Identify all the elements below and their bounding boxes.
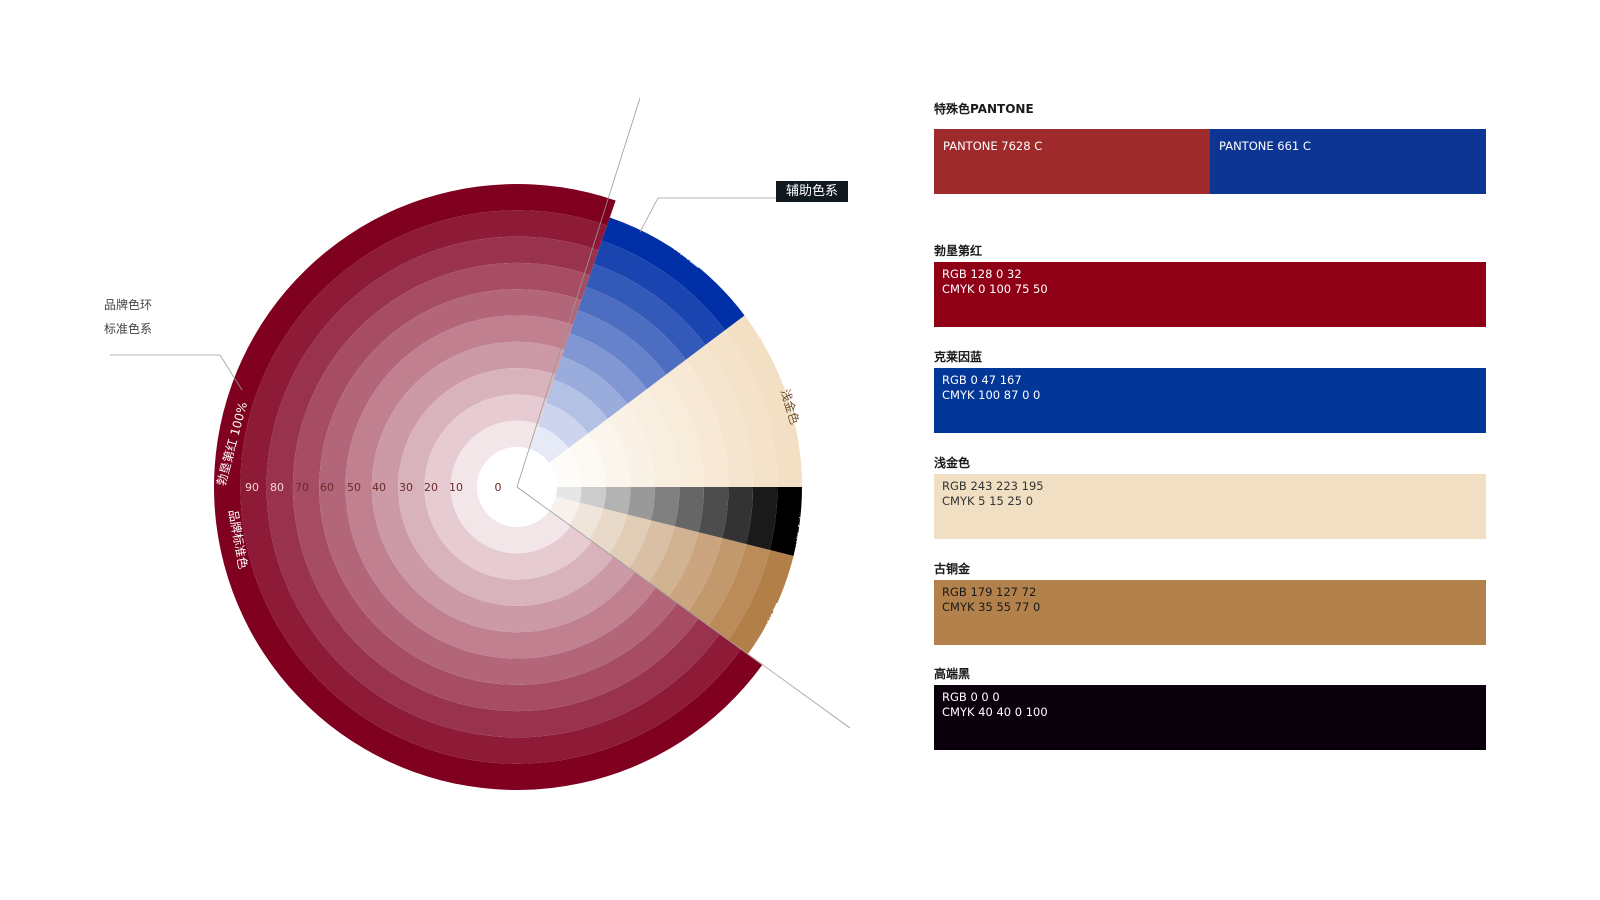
swatch-title: 古铜金 xyxy=(934,562,971,576)
pantone-swatches: PANTONE 7628 C PANTONE 661 C xyxy=(934,129,1486,194)
wheel-ring-segment xyxy=(668,532,723,612)
cmyk-value: CMYK 5 15 25 0 xyxy=(942,493,1034,508)
wheel-ring-segment xyxy=(569,502,604,540)
wheel-ring-segment xyxy=(585,263,706,360)
wheel-ring-segment xyxy=(603,487,631,515)
guide-line-bottom xyxy=(516,486,851,729)
rgb-value: RGB 128 0 32 xyxy=(942,267,1022,281)
scale-label: 20 xyxy=(424,481,438,494)
wheel-ring-segment xyxy=(569,310,667,390)
color-block-light-gold: 浅金色 RGB 243 223 195 CMYK 5 15 25 0 xyxy=(934,454,1486,539)
wheel-ring-segment xyxy=(628,520,675,583)
pantone-661-swatch: PANTONE 661 C xyxy=(1210,129,1486,194)
standard-color-label: 标准色系 xyxy=(104,322,153,336)
rgb-value: RGB 179 127 72 xyxy=(942,585,1037,599)
color-block-burgundy: 勃垦第红 RGB 128 0 32 CMYK 0 100 75 50 xyxy=(934,242,1486,327)
color-block-klein-blue: 克莱因蓝 RGB 0 47 167 CMYK 100 87 0 0 xyxy=(934,348,1486,433)
color-wheel-area: 90 80 70 60 50 40 30 20 10 0 克莱因蓝 浅金色 高端黑 古铜金 勃垦第红 100… xyxy=(104,97,851,791)
wheel-ring-segment xyxy=(627,389,680,487)
wheel-ring-segment xyxy=(601,217,745,331)
wheel-ring-segment xyxy=(555,487,582,503)
scale-label: 50 xyxy=(347,481,361,494)
wheel-ring-segment xyxy=(707,544,770,641)
wheel-ring-segment xyxy=(705,330,778,487)
wheel-ring-segment xyxy=(698,487,729,539)
scale-label: 80 xyxy=(270,481,284,494)
wheel-ring-segment xyxy=(424,394,592,580)
wheel-ring-segment xyxy=(549,496,580,525)
scale-label: 30 xyxy=(399,481,413,494)
rgb-value: RGB 0 47 167 xyxy=(942,373,1022,387)
wheel-ring-segment xyxy=(650,487,680,527)
pantone-title: 特殊色PANTONE xyxy=(934,102,1034,116)
wheel-ring-segment xyxy=(769,487,802,556)
scale-label: 70 xyxy=(295,481,309,494)
scale-label: 0 xyxy=(495,481,502,494)
guide-line-top xyxy=(516,97,641,488)
wheel-ring-segment xyxy=(568,433,606,487)
wheel-ring-segment xyxy=(607,403,655,487)
wheel-ring-segment xyxy=(589,508,628,554)
wheel-ring-segment xyxy=(725,315,802,487)
wheel-ring-segment xyxy=(593,240,726,345)
wheel-ring-segment xyxy=(553,356,628,419)
cmyk-value: CMYK 40 40 0 100 xyxy=(942,704,1048,719)
wheel-ring-segment xyxy=(579,487,606,509)
wheel-ring-segment xyxy=(588,418,631,487)
wheel-ring-segment xyxy=(646,374,704,487)
wheel-ring-segment xyxy=(627,487,655,521)
swatch-title: 高端黑 xyxy=(934,667,971,681)
wheel-ring-segment xyxy=(537,402,589,449)
swatch-title: 勃垦第红 xyxy=(934,244,983,258)
wheel-ring-segment xyxy=(608,514,651,569)
aux-pointer-line xyxy=(639,197,659,233)
color-block-premium-black: 高端黑 RGB 0 0 0 CMYK 40 40 0 100 xyxy=(934,665,1486,750)
pantone-7628-swatch: PANTONE 7628 C xyxy=(934,129,1210,194)
wheel-ring-segment xyxy=(577,287,686,375)
wheel-ring-segment xyxy=(648,526,699,597)
sector-label-premium-black: 高端黑 xyxy=(793,516,812,554)
wheel-ring-segment xyxy=(561,333,647,404)
scale-label: 60 xyxy=(320,481,334,494)
wheel-ring-segment xyxy=(745,487,778,551)
wheel-ring-segment xyxy=(530,426,569,463)
swatch-premium-black: RGB 0 0 0 CMYK 40 40 0 100 xyxy=(934,685,1486,750)
wheel-ring-segment xyxy=(674,487,704,533)
wheel-ring-segment xyxy=(666,359,729,487)
wheel-ring-segment xyxy=(688,538,746,626)
swatch-bronze-gold: RGB 179 127 72 CMYK 35 55 77 0 xyxy=(934,580,1486,645)
wheel-ring-segment xyxy=(722,487,753,545)
pantone-section: 特殊色PANTONE PANTONE 7628 C PANTONE 661 C xyxy=(934,100,1486,194)
wheel-ring-segment xyxy=(685,344,753,487)
wheel-ring-segment xyxy=(727,550,794,655)
swatch-klein-blue: RGB 0 47 167 CMYK 100 87 0 0 xyxy=(934,368,1486,433)
swatch-light-gold: RGB 243 223 195 CMYK 5 15 25 0 xyxy=(934,474,1486,539)
cmyk-value: CMYK 35 55 77 0 xyxy=(942,599,1041,614)
wheel-ring-segment xyxy=(450,420,571,554)
swatch-title: 浅金色 xyxy=(934,456,971,470)
rgb-value: RGB 243 223 195 xyxy=(942,479,1044,493)
brand-ring-label: 品牌色环 xyxy=(104,298,153,312)
scale-label: 90 xyxy=(245,481,259,494)
cmyk-value: CMYK 100 87 0 0 xyxy=(942,387,1041,402)
wheel-ring-segment xyxy=(548,448,582,487)
swatch-burgundy: RGB 128 0 32 CMYK 0 100 75 50 xyxy=(934,262,1486,327)
brand-pointer-line xyxy=(219,354,243,391)
wheel-ring-segment xyxy=(545,379,608,434)
scale-label: 10 xyxy=(449,481,463,494)
rgb-value: RGB 0 0 0 xyxy=(942,690,1000,704)
color-block-bronze-gold: 古铜金 RGB 179 127 72 CMYK 35 55 77 0 xyxy=(934,560,1486,645)
auxiliary-colors-tag: 辅助色系 xyxy=(776,181,848,202)
scale-label: 40 xyxy=(372,481,386,494)
cmyk-value: CMYK 0 100 75 50 xyxy=(942,281,1048,296)
swatch-title: 克莱因蓝 xyxy=(934,350,983,364)
